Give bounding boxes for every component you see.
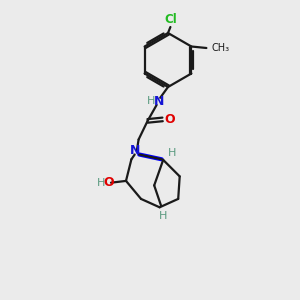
Text: N: N	[154, 95, 164, 108]
Text: H: H	[167, 148, 176, 158]
Text: H: H	[158, 211, 167, 221]
Text: CH₃: CH₃	[212, 43, 230, 53]
Text: O: O	[164, 113, 175, 126]
Text: H: H	[147, 96, 155, 106]
Text: Cl: Cl	[164, 13, 177, 26]
Text: O: O	[103, 176, 114, 189]
Text: N: N	[130, 143, 140, 157]
Text: H: H	[97, 178, 105, 188]
